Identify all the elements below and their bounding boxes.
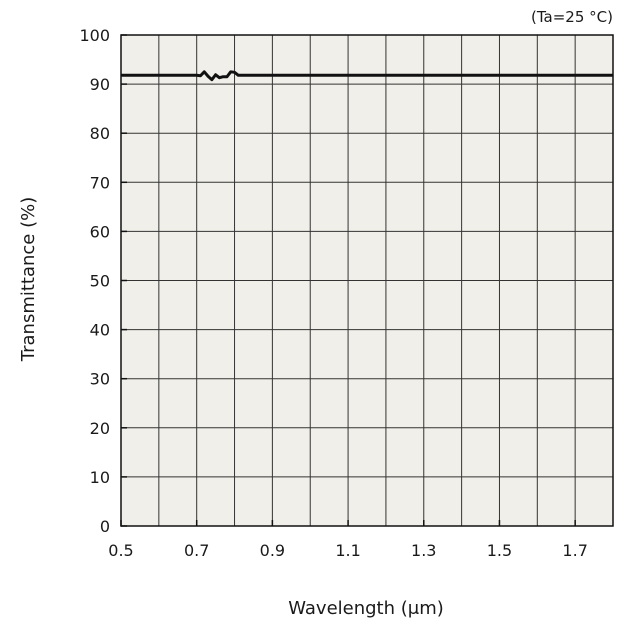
x-axis-title: Wavelength (μm): [288, 598, 444, 619]
transmittance-line: [121, 70, 613, 82]
y-tick-label: 50: [90, 272, 110, 291]
y-tick-label: 0: [100, 517, 110, 536]
y-tick-label: 20: [90, 419, 110, 438]
x-tick-label: 0.9: [260, 541, 285, 560]
y-tick-label: 40: [90, 321, 110, 340]
y-tick-label: 90: [90, 75, 110, 94]
y-tick-label: 100: [79, 26, 110, 45]
y-tick-label: 70: [90, 173, 110, 192]
x-tick-label: 0.5: [108, 541, 133, 560]
x-tick-label: 1.1: [335, 541, 360, 560]
x-tick-labels: 0.5 0.7 0.9 1.1 1.3 1.5 1.7: [108, 541, 588, 560]
y-tick-labels: 0 10 20 30 40 50 60 70 80 90 100: [79, 26, 110, 536]
x-tick-label: 1.5: [487, 541, 512, 560]
y-tick-label: 30: [90, 370, 110, 389]
y-axis-title: Transmittance (%): [18, 197, 39, 363]
plot-area: [120, 34, 614, 527]
x-tick-label: 1.7: [562, 541, 587, 560]
y-tick-label: 10: [90, 468, 110, 487]
x-tick-label: 1.3: [411, 541, 436, 560]
y-tick-label: 80: [90, 124, 110, 143]
y-tick-label: 60: [90, 222, 110, 241]
condition-note: (Ta=25 °C): [531, 8, 613, 26]
x-tick-label: 0.7: [184, 541, 209, 560]
